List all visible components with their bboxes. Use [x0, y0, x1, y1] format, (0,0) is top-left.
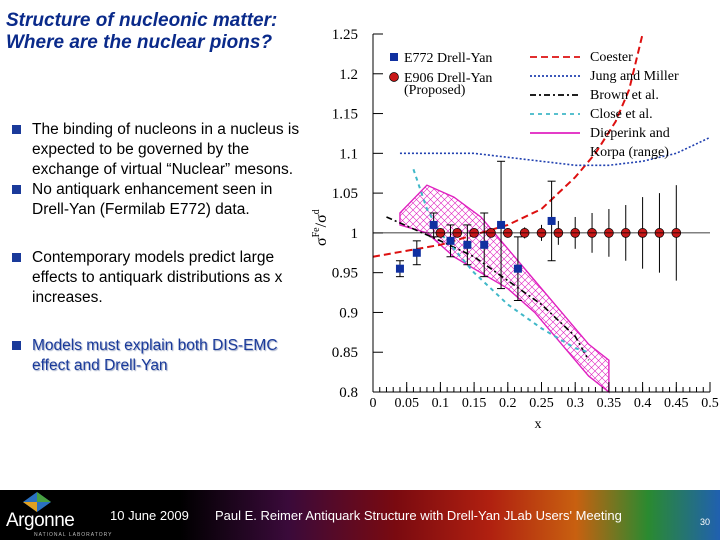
bullet-text: Contemporary models predict large effect… [32, 249, 283, 306]
x-tick-label: 0.5 [701, 396, 719, 411]
chart-figure: 0 0.05 0.1 0.15 0.2 0.25 0.3 0.35 0.4 0.45 0.5 0.8 0… [311, 27, 719, 432]
y-tick-label: 0.95 [332, 266, 358, 282]
brown-line [386, 216, 590, 361]
x-tick-label: 0.25 [529, 396, 554, 411]
legend-e772-marker [390, 53, 398, 61]
x-axis-label: x [535, 417, 542, 432]
bullet-square-icon [12, 341, 21, 350]
bullet-item: No antiquark enhancement seen in Drell-Y… [12, 180, 312, 220]
e772-point [429, 220, 438, 229]
title-line-2: Where are the nuclear pions? [6, 32, 273, 53]
y-tick-label: 0.9 [339, 305, 358, 321]
legend-dieperink-sub: Korpa (range) [590, 145, 669, 160]
e772-point [463, 240, 472, 249]
e772-point [497, 220, 506, 229]
y-tick-label: 1.1 [339, 146, 358, 162]
legend-e906-sub: (Proposed) [404, 83, 466, 98]
y-tick-label: 0.85 [332, 345, 358, 361]
x-tick-label: 0.15 [462, 396, 487, 411]
e772-point [513, 264, 522, 273]
logo-subtext: NATIONAL LABORATORY [34, 532, 113, 538]
footer-date: 10 June 2009 [110, 508, 189, 523]
bullet-item: Models must explain both DIS-EMC effect … [12, 336, 312, 376]
x-tick-label: 0 [370, 396, 377, 411]
bullet-text: Models must explain both DIS-EMC effect … [32, 337, 278, 374]
logo-text: Argonne [6, 510, 75, 531]
e772-point [480, 240, 489, 249]
page-number: 30 [700, 517, 711, 527]
legend-dieperink-label: Dieperink and [590, 126, 670, 141]
x-tick-label: 0.45 [664, 396, 689, 411]
legend-coester-label: Coester [590, 50, 633, 65]
slide-title: Structure of nucleonic matter: Where are… [6, 10, 336, 54]
close-line [412, 168, 589, 354]
title-line-1: Structure of nucleonic matter: [6, 10, 278, 31]
x-tick-label: 0.05 [394, 396, 419, 411]
y-tick-label: 1.2 [339, 67, 358, 83]
y-tick-label: 1.05 [332, 186, 358, 202]
bullet-list: The binding of nucleons in a nucleus is … [12, 120, 312, 376]
y-tick-label: 0.8 [339, 385, 358, 401]
x-tick-label: 0.35 [597, 396, 622, 411]
footer-bar: Argonne NATIONAL LABORATORY 10 June 2009… [0, 490, 720, 540]
y-tick-label: 1.25 [332, 27, 358, 43]
e772-point [446, 236, 455, 245]
bullet-text: No antiquark enhancement seen in Drell-Y… [32, 181, 273, 218]
bullet-square-icon [12, 253, 21, 262]
bullet-square-icon [12, 125, 21, 134]
bullet-square-icon [12, 185, 21, 194]
bullet-item: Contemporary models predict large effect… [12, 248, 312, 308]
y-tick-label: 1.15 [332, 107, 358, 123]
footer-text: Paul E. Reimer Antiquark Structure with … [215, 508, 622, 523]
y-tick-label: 1 [351, 226, 359, 242]
jung-miller-line [399, 136, 711, 167]
e772-point [395, 264, 404, 273]
footer-gradient [0, 490, 720, 540]
legend-jung-miller-label: Jung and Miller [590, 69, 679, 84]
x-tick-label: 0.4 [634, 396, 652, 411]
argonne-logo-icon [23, 492, 51, 512]
legend-e906-label: E906 Drell-Yan [404, 71, 492, 86]
legend-close-label: Close et al. [590, 107, 653, 122]
bullet-item: The binding of nucleons in a nucleus is … [12, 120, 312, 180]
x-tick-label: 0.1 [432, 396, 450, 411]
legend-brown-label: Brown et al. [590, 88, 659, 103]
x-tick-label: 0.2 [499, 396, 517, 411]
e772-point [412, 248, 421, 257]
y-axis-label: σFe/σd [311, 209, 330, 246]
e772-point [547, 216, 556, 225]
bullet-text: The binding of nucleons in a nucleus is … [32, 121, 300, 178]
coester-line [372, 33, 644, 258]
legend-e772-label: E772 Drell-Yan [404, 51, 492, 66]
x-tick-label: 0.3 [566, 396, 584, 411]
legend-e906-marker [389, 72, 399, 82]
